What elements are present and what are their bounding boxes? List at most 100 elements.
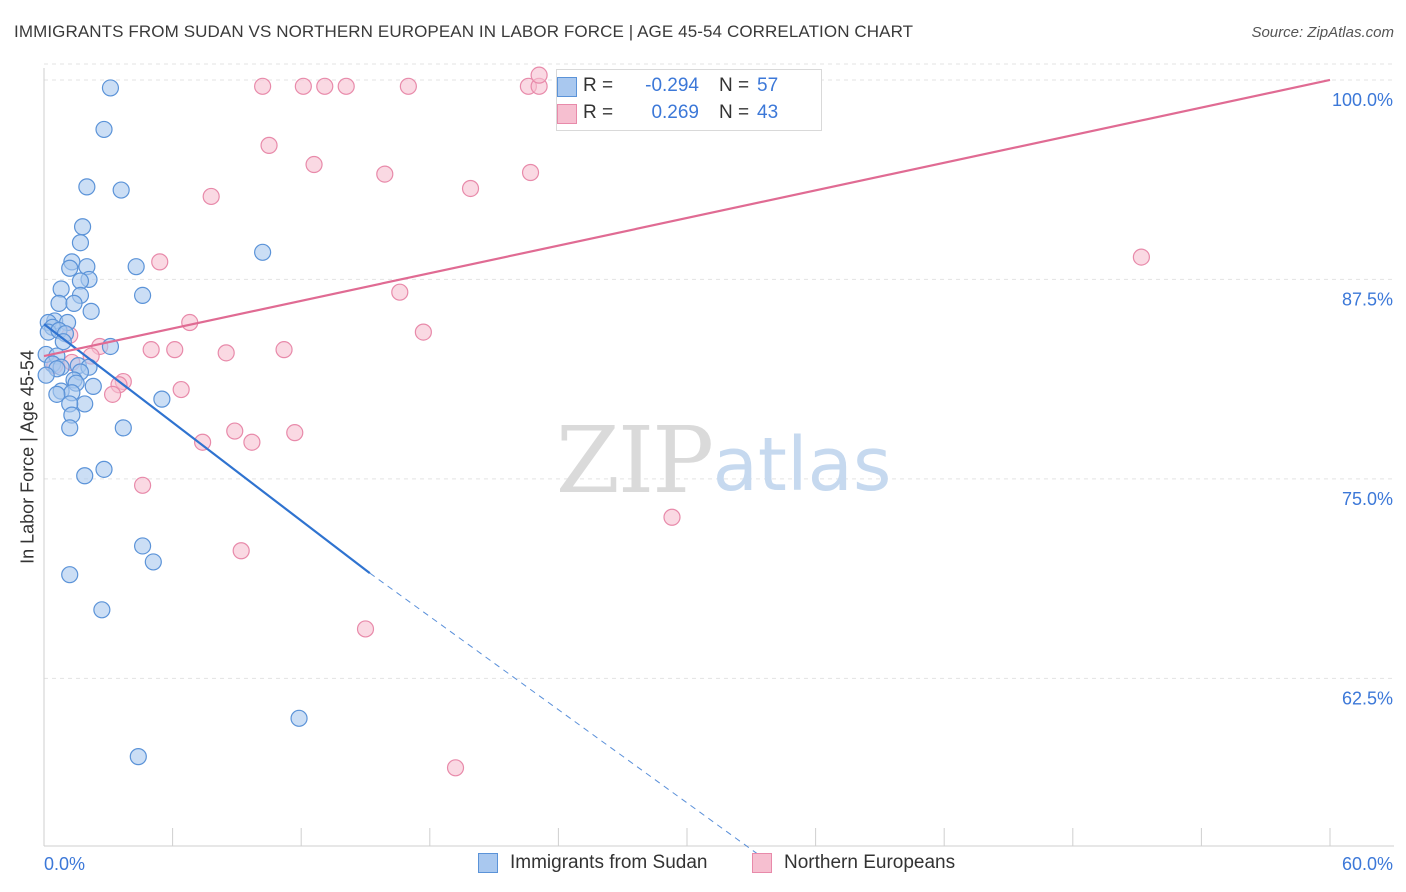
data-point <box>54 333 72 351</box>
data-point <box>82 302 100 320</box>
data-point <box>337 77 355 95</box>
legend-n-label: N = <box>719 102 750 123</box>
legend-swatch-blue <box>557 77 577 97</box>
data-point <box>391 283 409 301</box>
bottom-legend-label: Northern Europeans <box>784 852 956 873</box>
data-point <box>142 341 160 359</box>
legend-r-value: 0.269 <box>651 102 699 123</box>
axis-layer <box>43 68 1394 847</box>
data-point <box>133 537 152 555</box>
data-point <box>61 419 79 437</box>
series-immigrants-from-sudan <box>37 79 308 766</box>
data-point <box>78 178 96 196</box>
source-label: Source: ZipAtlas.com <box>1251 24 1394 41</box>
data-point <box>461 179 480 198</box>
data-point <box>521 163 540 182</box>
watermark: ZIP atlas <box>556 407 892 514</box>
y-tick-label: 62.5% <box>1342 688 1393 708</box>
data-point <box>144 553 162 571</box>
bottom-legend-northern: Northern Europeans <box>752 852 955 876</box>
data-point <box>84 377 102 395</box>
data-point <box>226 422 244 440</box>
trend-line-sudan <box>43 323 371 574</box>
data-point <box>48 385 66 403</box>
data-point <box>65 294 83 312</box>
y-tick-label: 100.0% <box>1332 90 1393 110</box>
data-point <box>52 280 70 298</box>
correlation-legend: R = -0.294 N = 57 R = 0.269 N = 43 <box>556 69 822 131</box>
legend-row-sudan: R = -0.294 N = 57 <box>557 75 778 99</box>
data-point <box>95 120 113 139</box>
data-point <box>254 243 272 261</box>
legend-n-value: 43 <box>757 102 779 123</box>
bottom-legend-sudan: Immigrants from Sudan <box>478 852 707 876</box>
data-point <box>166 341 184 359</box>
data-point <box>663 508 681 526</box>
trend-lines <box>43 78 1331 858</box>
x-tick-label-min: 0.0% <box>44 854 85 874</box>
data-point <box>151 253 169 271</box>
y-axis-title: In Labor Force | Age 45-54 <box>17 350 38 564</box>
data-point <box>112 181 130 199</box>
bottom-legend-swatch-pink <box>752 853 772 873</box>
legend-swatch-pink <box>557 104 577 124</box>
data-point <box>305 155 323 174</box>
data-point <box>73 218 92 236</box>
data-point <box>172 380 190 399</box>
series-northern-europeans <box>46 66 1150 777</box>
legend-r-label: R = <box>583 102 614 123</box>
trend-line-sudan-extension <box>369 572 763 858</box>
data-point <box>232 542 250 560</box>
data-point <box>1132 248 1150 266</box>
watermark-zip: ZIP <box>556 407 712 514</box>
chart-title: IMMIGRANTS FROM SUDAN VS NORTHERN EUROPE… <box>14 22 914 41</box>
bottom-legend-label: Immigrants from Sudan <box>510 852 708 873</box>
data-point <box>275 341 293 359</box>
data-point <box>530 66 548 84</box>
data-point <box>95 460 113 478</box>
data-point <box>254 77 272 95</box>
data-point <box>153 390 171 408</box>
data-point <box>103 385 122 403</box>
legend-n-label: N = <box>719 75 750 96</box>
data-point <box>76 395 94 413</box>
data-point <box>71 234 90 252</box>
data-point <box>71 272 90 290</box>
y-tick-label: 87.5% <box>1342 289 1393 309</box>
data-point <box>202 187 220 206</box>
data-point <box>133 286 152 304</box>
data-point <box>414 323 432 341</box>
data-point <box>376 165 394 183</box>
data-point <box>61 259 79 277</box>
data-point <box>133 476 152 494</box>
data-point <box>127 258 145 276</box>
data-point <box>129 748 147 766</box>
data-point <box>101 79 120 97</box>
data-point <box>260 136 278 154</box>
data-point <box>294 77 312 95</box>
data-point <box>356 620 375 638</box>
legend-r-value: -0.294 <box>645 75 699 96</box>
data-point <box>50 294 68 312</box>
data-point <box>290 709 308 727</box>
grid-layer <box>44 63 1394 679</box>
data-point <box>114 419 132 437</box>
y-tick-label: 75.0% <box>1342 489 1393 509</box>
bottom-legend-swatch-blue <box>478 853 498 873</box>
data-point <box>316 77 334 95</box>
axis-labels: 62.5% 75.0% 87.5% 100.0% 0.0% 60.0% <box>44 90 1393 874</box>
data-point <box>446 759 465 777</box>
data-point <box>93 601 111 619</box>
data-point <box>286 424 304 442</box>
data-point <box>217 344 235 362</box>
data-point <box>76 467 94 485</box>
data-point <box>37 366 55 384</box>
legend-row-northern: R = 0.269 N = 43 <box>557 102 779 126</box>
data-point <box>243 433 261 451</box>
x-tick-label-max: 60.0% <box>1342 854 1393 874</box>
data-point <box>399 77 417 95</box>
trend-line-northern <box>43 78 1331 358</box>
data-point <box>61 566 79 584</box>
legend-r-label: R = <box>583 75 614 96</box>
